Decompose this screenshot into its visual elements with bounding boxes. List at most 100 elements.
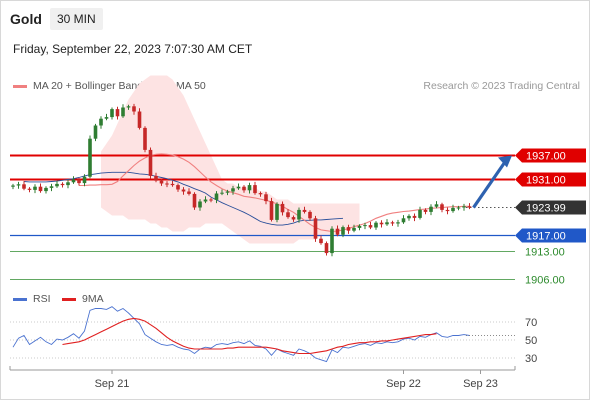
- candle-body: [165, 183, 169, 185]
- research-credit: Research © 2023 Trading Central: [423, 80, 580, 92]
- legend-9ma-label: 9MA: [82, 293, 104, 305]
- ma20-swatch: [13, 84, 27, 88]
- legend-ma50-label: MA 50: [176, 80, 206, 92]
- candle-body: [148, 149, 153, 176]
- candle-body: [159, 180, 164, 184]
- legend-rsi-label: RSI: [33, 293, 51, 305]
- candle-body: [16, 184, 21, 186]
- candle-body: [280, 203, 285, 213]
- candle-body: [187, 191, 191, 194]
- candle-body: [352, 227, 356, 231]
- rsi-swatch: [13, 297, 27, 301]
- candle-body: [154, 175, 158, 181]
- x-tick-label-Sep 23: Sep 23: [463, 378, 498, 390]
- candle-body: [308, 211, 312, 219]
- candle-body: [341, 227, 345, 235]
- candle-body: [33, 186, 37, 190]
- candle-body: [88, 138, 92, 177]
- candle-body: [181, 189, 186, 192]
- legend-rsi: RSI: [13, 293, 51, 305]
- rsi-tick-50: 50: [525, 335, 537, 347]
- candle-body: [214, 193, 219, 200]
- candle-body: [445, 209, 450, 212]
- candle-body: [253, 185, 257, 194]
- candle-body: [44, 187, 48, 192]
- candle-body: [330, 228, 334, 254]
- candle-body: [335, 228, 340, 235]
- candle-body: [418, 209, 422, 218]
- level-tag-1937.00: [515, 148, 586, 163]
- candle-body: [115, 109, 120, 117]
- timestamp: Friday, September 22, 2023 7:07:30 AM CE…: [13, 42, 253, 56]
- candle-body: [379, 222, 384, 225]
- forecast-arrow: [472, 159, 508, 209]
- candle-body: [77, 179, 81, 184]
- candle-body: [346, 227, 351, 231]
- candle-body: [126, 106, 131, 108]
- candle-body: [110, 109, 114, 118]
- candle-body: [407, 215, 411, 219]
- level-label-1931.00: 1931.00: [526, 175, 566, 187]
- legend-9ma: 9MA: [62, 293, 104, 305]
- legend-ma20: MA 20 + Bollinger Bands: [13, 80, 148, 92]
- candle-body: [462, 206, 466, 208]
- candle-body: [275, 203, 279, 220]
- candle-body: [401, 218, 406, 223]
- candle-body: [220, 192, 224, 194]
- level-label-1937.00: 1937.00: [526, 151, 566, 163]
- candle-body: [93, 125, 98, 139]
- candle-body: [264, 194, 268, 202]
- candle-body: [396, 222, 400, 224]
- candle-body: [242, 186, 246, 191]
- candle-body: [440, 204, 444, 210]
- level-label-1913.00: 1913.00: [525, 247, 565, 259]
- candle-body: [434, 204, 439, 207]
- candle-body: [99, 118, 103, 126]
- candle-body: [49, 186, 54, 188]
- rsi-tick-30: 30: [525, 353, 537, 365]
- candle-body: [203, 199, 208, 202]
- candle-body: [258, 193, 263, 195]
- rsi-line: [12, 306, 470, 363]
- candle-body: [198, 201, 202, 208]
- candle-body: [231, 188, 235, 192]
- candle-body: [302, 209, 307, 212]
- candle-body: [71, 179, 76, 183]
- bollinger-band: [101, 75, 360, 244]
- candle-body: [363, 225, 367, 227]
- candle-body: [137, 111, 142, 128]
- candle-body: [143, 127, 147, 150]
- candle-body: [423, 209, 428, 212]
- ma50-line: [23, 171, 344, 226]
- candle-body: [55, 183, 59, 187]
- candle-body: [22, 184, 26, 189]
- candle-body: [385, 222, 389, 225]
- level-tag-1917.00: [515, 228, 586, 243]
- level-label-1923.99: 1923.99: [526, 203, 566, 215]
- candle-body: [27, 188, 32, 190]
- candle-body: [456, 207, 461, 209]
- candle-body: [60, 183, 65, 186]
- rsi-ma-line: [62, 317, 437, 355]
- candle-body: [324, 243, 329, 254]
- candle-body: [368, 225, 373, 228]
- candle-body: [429, 206, 433, 212]
- x-tick-label-Sep 21: Sep 21: [95, 378, 130, 390]
- candle-body: [236, 186, 241, 189]
- candle-body: [209, 199, 213, 201]
- candle-body: [374, 222, 378, 228]
- candle-body: [319, 238, 323, 244]
- candle-body: [11, 185, 15, 187]
- ma9-swatch: [62, 297, 76, 301]
- candle-body: [451, 207, 455, 212]
- legend-ma20-label: MA 20 + Bollinger Bands: [33, 80, 149, 92]
- candle-body: [269, 201, 274, 220]
- candle-body: [412, 215, 417, 218]
- candle-body: [170, 183, 175, 186]
- candle-body: [467, 206, 472, 208]
- candle-body: [121, 107, 125, 117]
- level-tag-1923.99: [515, 200, 586, 215]
- timeframe-badge[interactable]: 30 MIN: [50, 8, 103, 30]
- candle-body: [176, 185, 180, 190]
- level-tag-1931.00: [515, 172, 586, 187]
